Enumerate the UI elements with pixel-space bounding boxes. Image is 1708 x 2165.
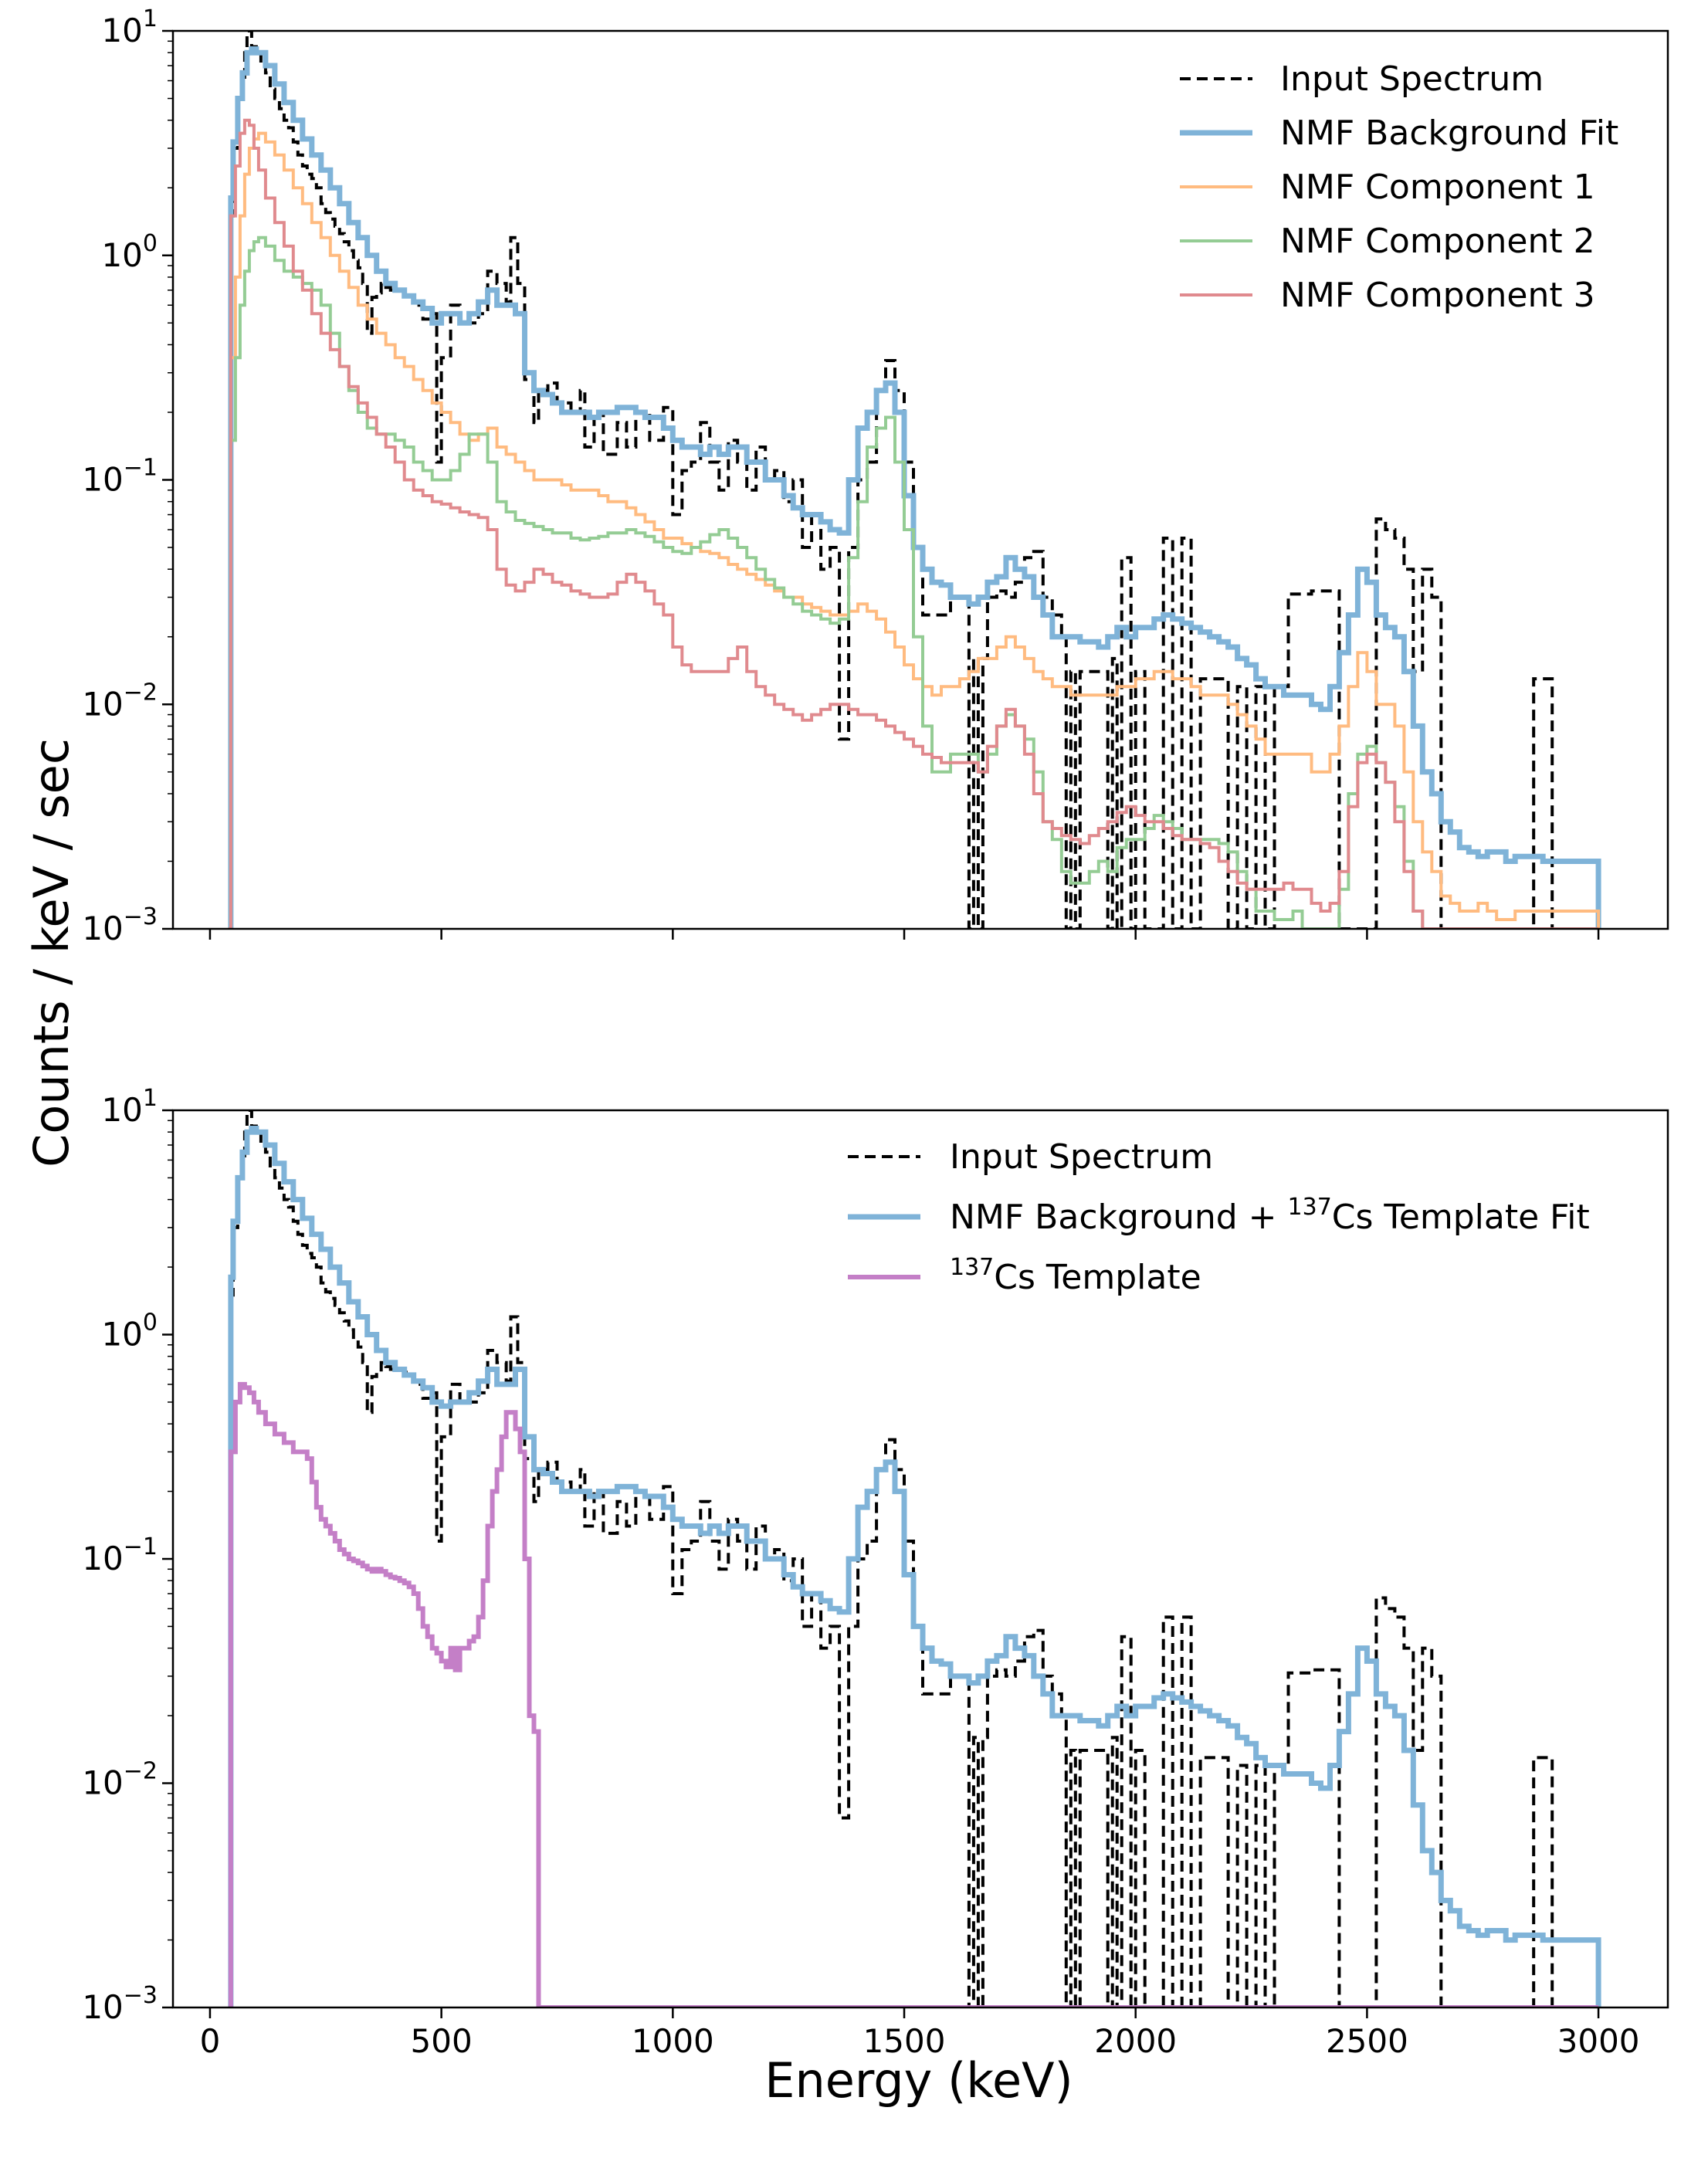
y-tick-label: 101 [101,1085,158,1129]
legend-label-input-spectrum: Input Spectrum [950,1137,1213,1177]
y-tick-label: 100 [101,230,158,274]
legend-label-nmf-component-2: NMF Component 2 [1280,222,1595,261]
series-nmf-background-137cs-template-fit [228,1126,1601,2007]
series-nmf-component-2 [228,235,1599,929]
x-axis-label: Energy (keV) [764,2052,1073,2109]
x-tick-label: 3000 [1557,2022,1640,2060]
legend-label-nmf-background-fit: NMF Background Fit [1280,114,1618,153]
legend-label-nmf-background-137cs-template-fit: NMF Background + 137Cs Template Fit [950,1194,1590,1237]
y-tick-label: 10−2 [82,679,158,723]
y-tick-label: 10−2 [82,1758,158,1802]
x-tick-label: 0 [200,2022,221,2060]
y-tick-label: 100 [101,1310,158,1354]
y-tick-label: 10−1 [82,1533,158,1577]
x-tick-label: 2500 [1326,2022,1408,2060]
y-tick-label: 10−3 [82,1982,158,2026]
bottom-panel: 101 100 10−1 10−2 10−3 0 500 1000 1500 2000 2500 30… [82,1085,1669,2060]
y-axis-label: Counts / keV / sec [23,738,80,1167]
legend-label-137cs-template: 137Cs Template [950,1254,1201,1297]
legend-label-input-spectrum: Input Spectrum [1280,59,1544,99]
y-tick-label: 10−3 [82,903,158,947]
x-tick-label: 1000 [632,2022,714,2060]
y-tick-label: 101 [101,5,158,49]
series-input-spectrum [228,1110,1599,2007]
legend-label-nmf-component-3: NMF Component 3 [1280,276,1595,315]
series-nmf-background-fit [228,46,1601,929]
series-nmf-component-3 [228,118,1599,929]
x-tick-label: 2000 [1094,2022,1177,2060]
x-tick-label: 500 [411,2022,473,2060]
top-panel: 101 100 10−1 10−2 10−3 Input Spectrum NMF Back… [82,5,1669,947]
series-input-spectrum [228,31,1599,929]
y-tick-label: 10−1 [82,455,158,499]
x-tick-label: 1500 [863,2022,946,2060]
legend-label-nmf-component-1: NMF Component 1 [1280,168,1595,207]
series-nmf-component-1 [228,131,1601,929]
series-137cs-template [228,1381,1599,2007]
